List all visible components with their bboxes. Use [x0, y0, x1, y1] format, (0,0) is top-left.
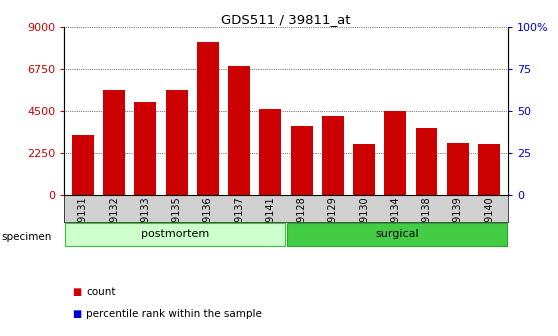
Text: ■: ■	[73, 309, 82, 319]
Point	[141, 43, 150, 48]
Point	[266, 44, 275, 50]
Point	[235, 44, 244, 50]
Point	[484, 51, 493, 56]
Bar	[291, 126, 312, 195]
Title: GDS511 / 39811_at: GDS511 / 39811_at	[221, 13, 351, 26]
Bar	[166, 90, 187, 195]
Bar	[353, 143, 375, 195]
Point	[204, 41, 213, 46]
FancyBboxPatch shape	[65, 223, 285, 246]
Point	[297, 53, 306, 58]
Bar	[416, 128, 437, 195]
Text: count: count	[86, 287, 116, 297]
Point	[359, 53, 368, 58]
Bar	[447, 142, 469, 195]
Bar	[72, 135, 94, 195]
Point	[453, 51, 462, 56]
Bar	[322, 117, 344, 195]
Text: surgical: surgical	[375, 229, 418, 239]
Bar	[197, 42, 219, 195]
Bar	[134, 101, 156, 195]
Text: ■: ■	[73, 287, 82, 297]
Point	[172, 46, 181, 51]
Bar	[259, 109, 281, 195]
Point	[79, 59, 88, 65]
FancyBboxPatch shape	[287, 223, 507, 246]
Point	[391, 49, 400, 55]
Point	[328, 51, 337, 56]
Text: postmortem: postmortem	[141, 229, 209, 239]
Point	[422, 51, 431, 56]
Point	[110, 48, 119, 53]
Bar	[478, 143, 500, 195]
Text: percentile rank within the sample: percentile rank within the sample	[86, 309, 262, 319]
Bar	[384, 111, 406, 195]
Bar	[103, 90, 125, 195]
Text: specimen: specimen	[1, 232, 51, 242]
Bar	[228, 66, 250, 195]
